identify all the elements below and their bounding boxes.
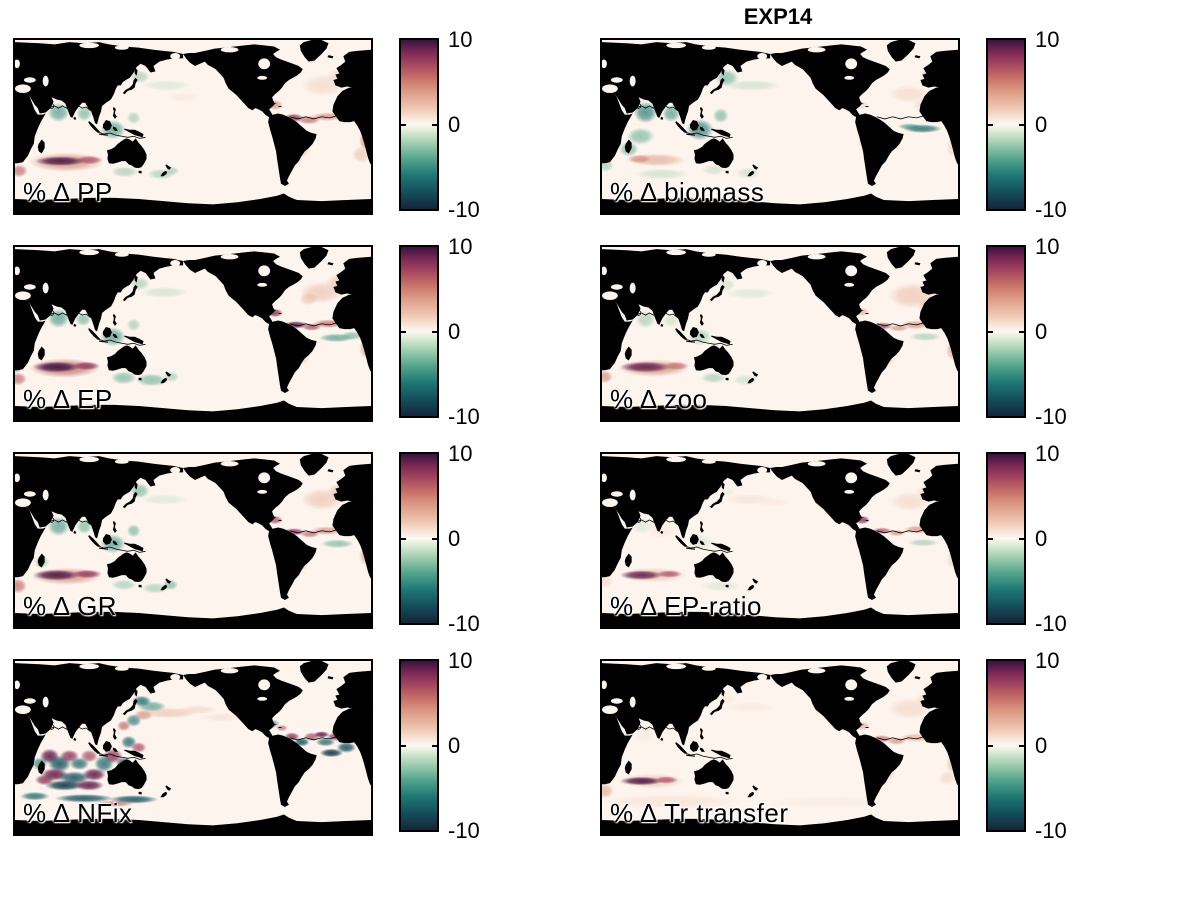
colorbar-zero-tick xyxy=(401,123,406,126)
colorbar-gradient xyxy=(401,40,437,209)
colorbar-gradient xyxy=(401,454,437,623)
panel-label: % Δ zoo xyxy=(610,384,708,414)
colorbar-tick-label-max: 10 xyxy=(448,27,473,52)
colorbar-tick-label-zero: 0 xyxy=(1035,525,1048,551)
colorbar-gradient xyxy=(401,247,437,416)
panel-gr: % Δ GR 10 0 -10 xyxy=(13,443,499,635)
colorbar-tick-label-zero: 0 xyxy=(1035,732,1048,758)
colorbar-gradient xyxy=(988,247,1024,416)
map-frame: % Δ EP-ratio xyxy=(600,452,960,629)
colorbar-tick-label-min: -10 xyxy=(1035,404,1067,429)
colorbar-tick-label-zero: 0 xyxy=(1035,111,1048,137)
colorbar-tick-label-max: 10 xyxy=(448,648,473,673)
colorbar-zero-tick xyxy=(432,537,437,540)
panel-nfix: % Δ NFix 10 0 -10 xyxy=(13,650,499,842)
colorbar-tick-label-max: 10 xyxy=(448,234,473,259)
map-frame: % Δ zoo xyxy=(600,245,960,422)
colorbar xyxy=(399,245,439,418)
colorbar-tick-label-min: -10 xyxy=(448,611,480,636)
colorbar-tick-label-zero: 0 xyxy=(448,525,461,551)
panel-ep-ratio: % Δ EP-ratio 10 0 -10 xyxy=(600,443,1086,635)
colorbar-tick-label-max: 10 xyxy=(1035,441,1060,466)
colorbar-gradient xyxy=(401,661,437,830)
panel-label: % Δ EP-ratio xyxy=(610,591,762,621)
colorbar-tick-label-zero: 0 xyxy=(448,318,461,344)
map-frame: % Δ NFix xyxy=(13,659,373,836)
colorbar-tick-label-min: -10 xyxy=(1035,818,1067,843)
panel-pp: % Δ PP 10 0 -10 xyxy=(13,29,499,221)
colorbar-zero-tick xyxy=(1019,744,1024,747)
colorbar xyxy=(986,659,1026,832)
colorbar-tick-label-max: 10 xyxy=(1035,234,1060,259)
panel-label: % Δ Tr transfer xyxy=(610,798,789,828)
panel-ep: % Δ EP 10 0 -10 xyxy=(13,236,499,428)
colorbar-zero-tick xyxy=(1019,123,1024,126)
world-map-canvas xyxy=(15,40,371,213)
colorbar-gradient xyxy=(988,454,1024,623)
colorbar-zero-tick xyxy=(988,537,993,540)
colorbar-zero-tick xyxy=(1019,537,1024,540)
figure-title: EXP14 xyxy=(743,4,813,29)
map-frame: % Δ EP xyxy=(13,245,373,422)
colorbar-tick-label-min: -10 xyxy=(1035,611,1067,636)
panel-label: % Δ biomass xyxy=(610,177,765,207)
world-map-canvas xyxy=(15,247,371,420)
colorbar-zero-tick xyxy=(401,744,406,747)
colorbar-tick-label-zero: 0 xyxy=(448,111,461,137)
colorbar-tick-label-max: 10 xyxy=(1035,27,1060,52)
map-frame: % Δ biomass xyxy=(600,38,960,215)
colorbar-tick-label-zero: 0 xyxy=(1035,318,1048,344)
panel-zoo: % Δ zoo 10 0 -10 xyxy=(600,236,1086,428)
world-map-canvas xyxy=(15,454,371,627)
colorbar-tick-label-max: 10 xyxy=(1035,648,1060,673)
colorbar xyxy=(986,245,1026,418)
colorbar-zero-tick xyxy=(1019,330,1024,333)
panel-label: % Δ EP xyxy=(23,384,113,414)
world-map-canvas xyxy=(602,40,958,213)
colorbar xyxy=(986,38,1026,211)
colorbar-zero-tick xyxy=(401,330,406,333)
panel-label: % Δ GR xyxy=(23,591,118,621)
world-map-canvas xyxy=(602,247,958,420)
map-frame: % Δ PP xyxy=(13,38,373,215)
colorbar-tick-label-min: -10 xyxy=(1035,197,1067,222)
world-map-canvas xyxy=(602,454,958,627)
panel-label: % Δ PP xyxy=(23,177,113,207)
world-map-canvas xyxy=(602,661,958,834)
colorbar xyxy=(399,659,439,832)
map-frame: % Δ Tr transfer xyxy=(600,659,960,836)
colorbar-zero-tick xyxy=(401,537,406,540)
colorbar-tick-label-min: -10 xyxy=(448,818,480,843)
colorbar xyxy=(399,452,439,625)
world-map-canvas xyxy=(15,661,371,834)
colorbar-tick-label-zero: 0 xyxy=(448,732,461,758)
colorbar xyxy=(986,452,1026,625)
colorbar-zero-tick xyxy=(988,123,993,126)
colorbar xyxy=(399,38,439,211)
panel-tr-transfer: % Δ Tr transfer 10 0 -10 xyxy=(600,650,1086,842)
colorbar-gradient xyxy=(988,661,1024,830)
map-frame: % Δ GR xyxy=(13,452,373,629)
colorbar-zero-tick xyxy=(432,744,437,747)
colorbar-tick-label-min: -10 xyxy=(448,197,480,222)
panel-label: % Δ NFix xyxy=(23,798,133,828)
colorbar-zero-tick xyxy=(432,123,437,126)
colorbar-zero-tick xyxy=(432,330,437,333)
colorbar-tick-label-max: 10 xyxy=(448,441,473,466)
panel-biomass: % Δ biomass 10 0 -10 xyxy=(600,29,1086,221)
colorbar-zero-tick xyxy=(988,744,993,747)
colorbar-tick-label-min: -10 xyxy=(448,404,480,429)
colorbar-zero-tick xyxy=(988,330,993,333)
colorbar-gradient xyxy=(988,40,1024,209)
